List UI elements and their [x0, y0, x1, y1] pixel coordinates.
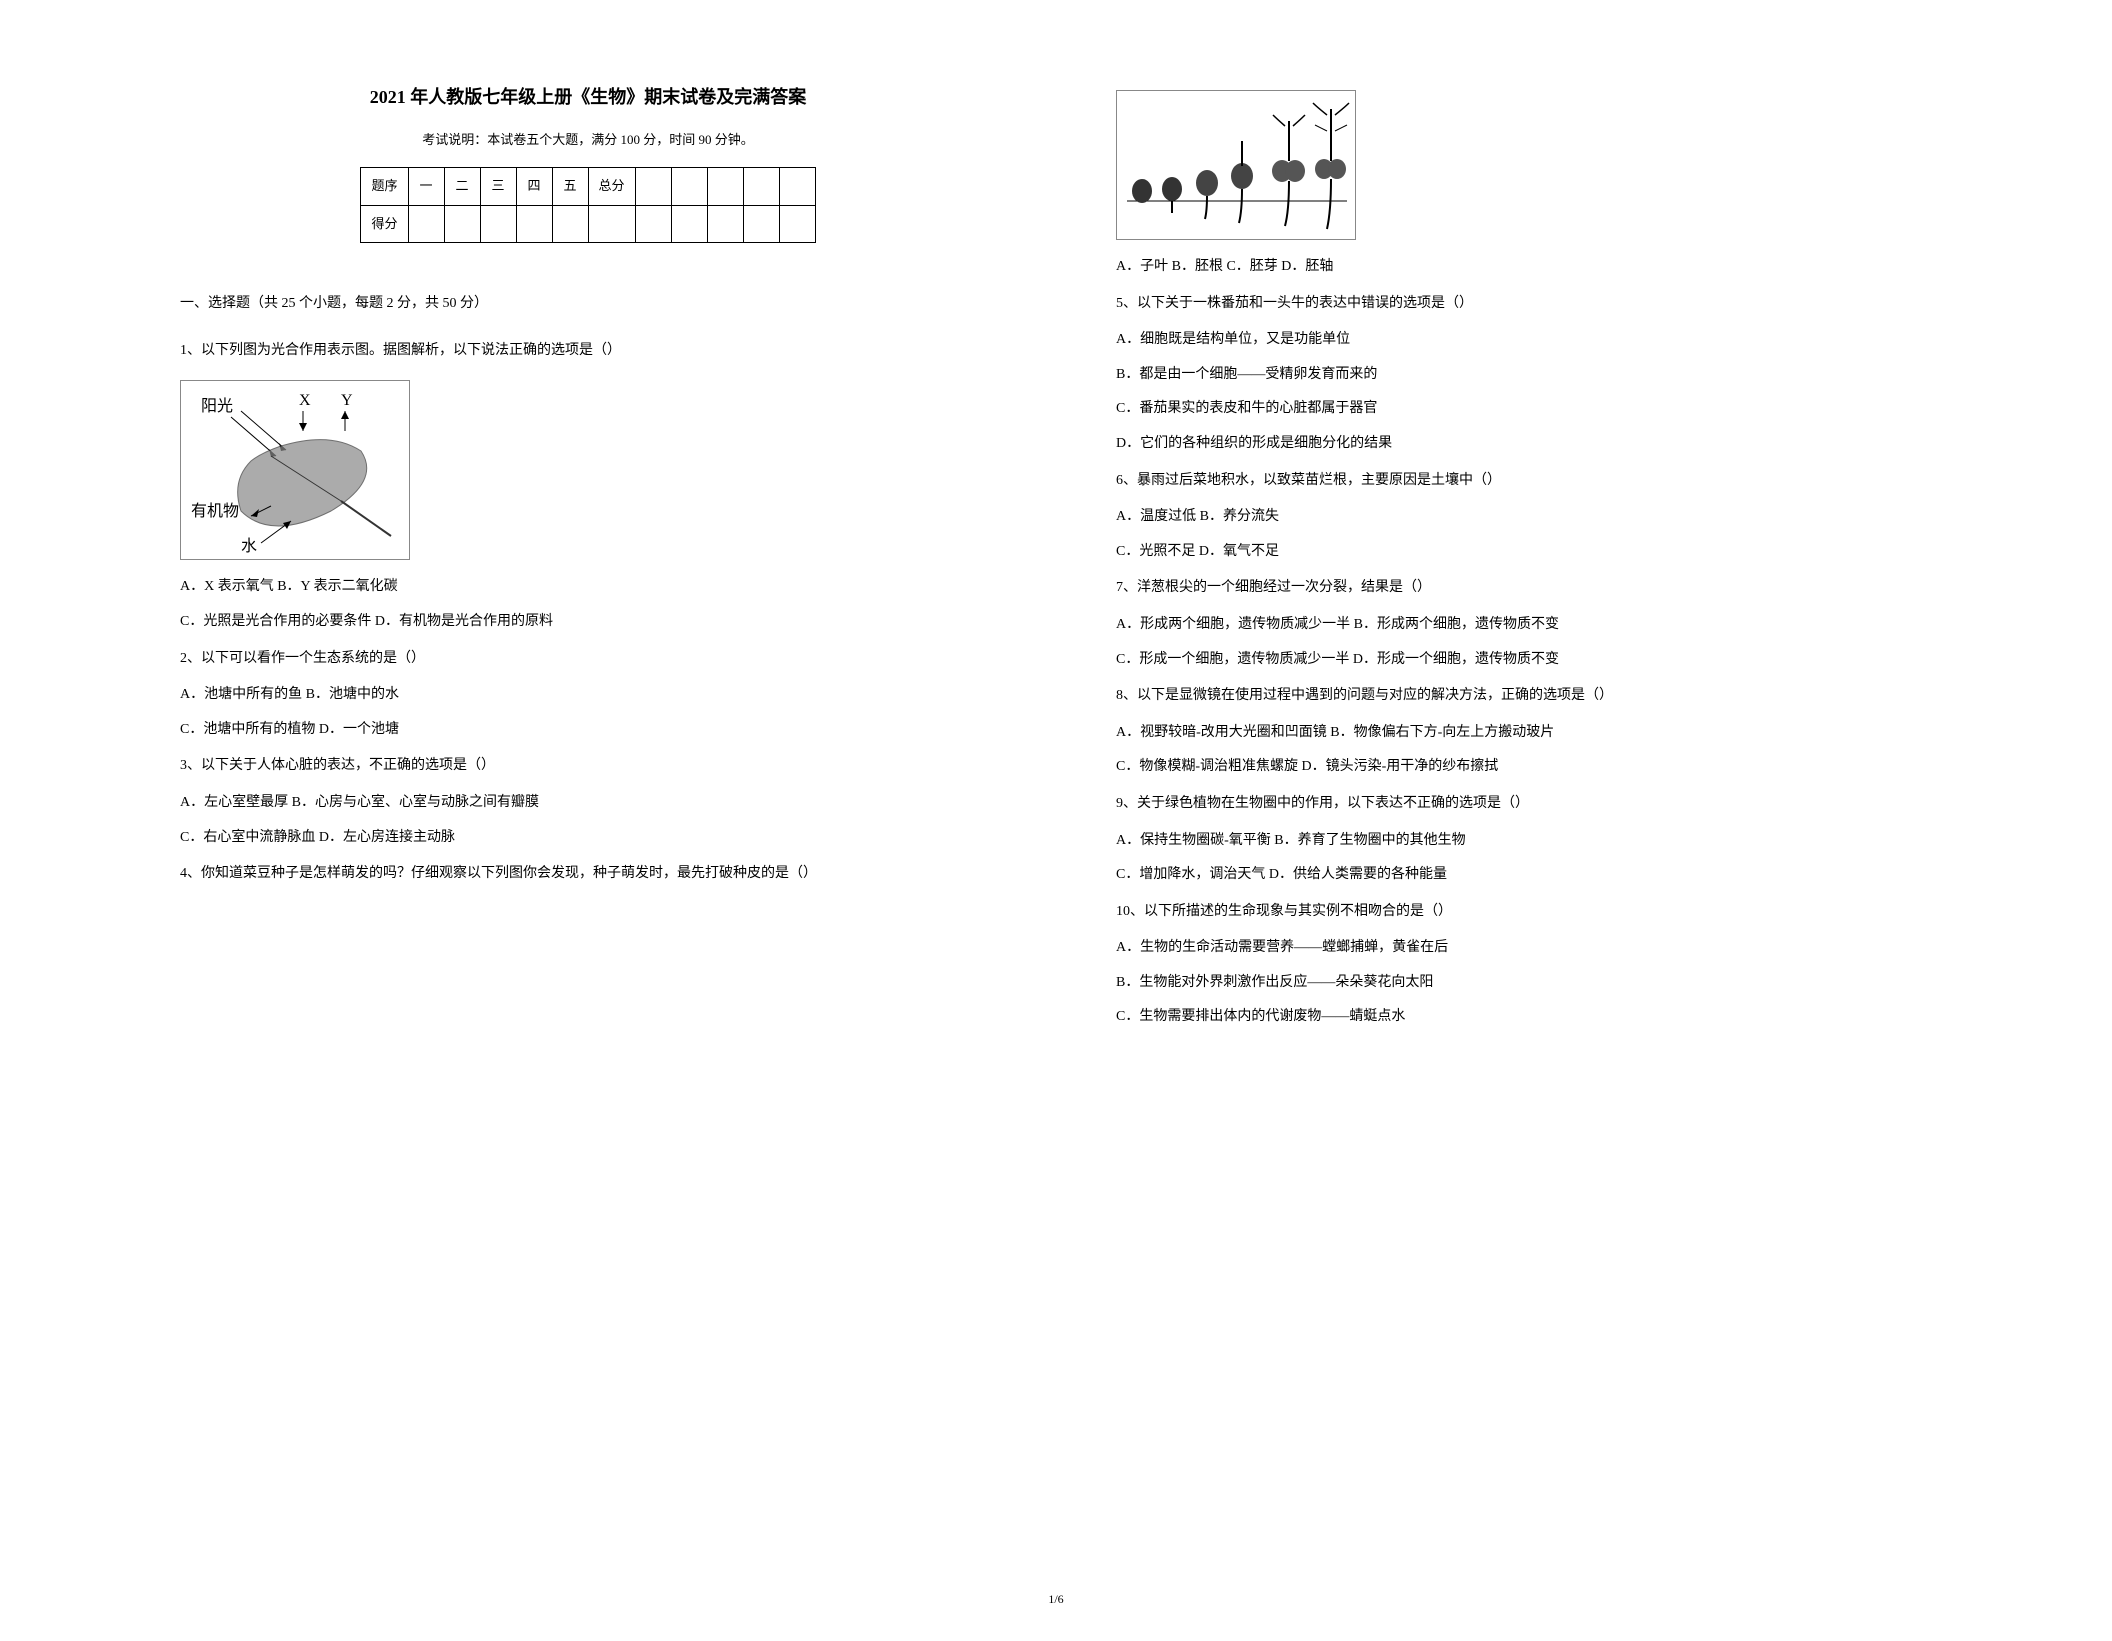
table-cell [516, 205, 552, 243]
option-text: B．都是由一个细胞——受精卵发育而来的 [1116, 362, 1932, 389]
option-text: A．保持生物圈碳‐氧平衡 B．养育了生物圈中的其他生物 [1116, 828, 1932, 855]
table-cell [707, 205, 743, 243]
table-cell [779, 205, 815, 243]
left-column: 2021 年人教版七年级上册《生物》期末试卷及完满答案 考试说明：本试卷五个大题… [180, 80, 996, 1601]
table-cell: 总分 [588, 167, 635, 205]
leaf-svg: 阳光 X Y 有机物 水 [181, 381, 411, 561]
table-cell [444, 205, 480, 243]
option-text: C．右心室中流静脉血 D．左心房连接主动脉 [180, 825, 996, 852]
option-text: C．光照不足 D．氧气不足 [1116, 539, 1932, 566]
exam-title: 2021 年人教版七年级上册《生物》期末试卷及完满答案 [180, 80, 996, 114]
option-text: A．生物的生命活动需要营养——螳螂捕蝉，黄雀在后 [1116, 935, 1932, 962]
right-column: A．子叶 B．胚根 C．胚芽 D．胚轴 5、以下关于一株番茄和一头牛的表达中错误… [1116, 80, 1932, 1601]
question-text: 3、以下关于人体心脏的表达，不正确的选项是（） [180, 753, 996, 780]
seed-germination-figure [1116, 90, 1932, 240]
question-text: 5、以下关于一株番茄和一头牛的表达中错误的选项是（） [1116, 291, 1932, 318]
table-cell: 五 [552, 167, 588, 205]
option-text: C．物像模糊-调治粗准焦螺旋 D．镜头污染-用干净的纱布擦拭 [1116, 754, 1932, 781]
question-text: 8、以下是显微镜在使用过程中遇到的问题与对应的解决方法，正确的选项是（） [1116, 683, 1932, 710]
table-cell [671, 167, 707, 205]
table-cell: 四 [516, 167, 552, 205]
option-text: D．它们的各种组织的形成是细胞分化的结果 [1116, 431, 1932, 458]
seed-diagram [1116, 90, 1356, 240]
table-row: 题序 一 二 三 四 五 总分 [361, 167, 815, 205]
option-text: C．番茄果实的表皮和牛的心脏都属于器官 [1116, 396, 1932, 423]
table-cell [635, 205, 671, 243]
question-text: 7、洋葱根尖的一个细胞经过一次分裂，结果是（） [1116, 575, 1932, 602]
question-text: 10、以下所描述的生命现象与其实例不相吻合的是（） [1116, 899, 1932, 926]
table-cell [743, 205, 779, 243]
table-cell [552, 205, 588, 243]
option-text: A．温度过低 B．养分流失 [1116, 504, 1932, 531]
water-label: 水 [241, 537, 257, 555]
question-text: 1、以下列图为光合作用表示图。据图解析，以下说法正确的选项是（） [180, 338, 996, 365]
option-text: C．光照是光合作用的必要条件 D．有机物是光合作用的原料 [180, 609, 996, 636]
y-label: Y [341, 392, 353, 409]
seed-svg [1117, 91, 1357, 241]
table-cell: 三 [480, 167, 516, 205]
option-text: A．左心室壁最厚 B．心房与心室、心室与动脉之间有瓣膜 [180, 790, 996, 817]
option-text: A．子叶 B．胚根 C．胚芽 D．胚轴 [1116, 254, 1932, 281]
option-text: A．X 表示氧气 B．Y 表示二氧化碳 [180, 574, 996, 601]
option-text: C．池塘中所有的植物 D．一个池塘 [180, 717, 996, 744]
option-text: A．池塘中所有的鱼 B．池塘中的水 [180, 682, 996, 709]
table-cell: 二 [444, 167, 480, 205]
table-cell [480, 205, 516, 243]
question-text: 4、你知道菜豆种子是怎样萌发的吗？仔细观察以下列图你会发现，种子萌发时，最先打破… [180, 861, 996, 888]
question-text: 2、以下可以看作一个生态系统的是（） [180, 646, 996, 673]
table-cell [779, 167, 815, 205]
option-text: B．生物能对外界刺激作出反应——朵朵葵花向太阳 [1116, 970, 1932, 997]
option-text: C．生物需要排出体内的代谢废物——蜻蜓点水 [1116, 1004, 1932, 1031]
option-text: A．视野较暗-改用大光圈和凹面镜 B．物像偏右下方-向左上方搬动玻片 [1116, 720, 1932, 747]
organic-label: 有机物 [191, 502, 239, 520]
table-cell [635, 167, 671, 205]
table-cell [671, 205, 707, 243]
page-number: 1/6 [1048, 1588, 1063, 1611]
leaf-diagram: 阳光 X Y 有机物 水 [180, 380, 410, 560]
sun-label: 阳光 [201, 397, 233, 415]
question-text: 9、关于绿色植物在生物圈中的作用，以下表达不正确的选项是（） [1116, 791, 1932, 818]
section-heading: 一、选择题（共 25 个小题，每题 2 分，共 50 分） [180, 291, 996, 318]
x-label: X [299, 392, 311, 409]
question-text: 6、暴雨过后菜地积水，以致菜苗烂根，主要原因是土壤中（） [1116, 468, 1932, 495]
option-text: A．细胞既是结构单位，又是功能单位 [1116, 327, 1932, 354]
table-cell [707, 167, 743, 205]
table-cell [408, 205, 444, 243]
table-cell: 题序 [361, 167, 408, 205]
table-cell: 得分 [361, 205, 408, 243]
table-cell [743, 167, 779, 205]
option-text: A．形成两个细胞，遗传物质减少一半 B．形成两个细胞，遗传物质不变 [1116, 612, 1932, 639]
table-row: 得分 [361, 205, 815, 243]
table-cell [588, 205, 635, 243]
score-table: 题序 一 二 三 四 五 总分 得分 [360, 167, 815, 243]
photosynthesis-figure: 阳光 X Y 有机物 水 [180, 380, 996, 560]
table-cell: 一 [408, 167, 444, 205]
option-text: C．形成一个细胞，遗传物质减少一半 D．形成一个细胞，遗传物质不变 [1116, 647, 1932, 674]
exam-subtitle: 考试说明：本试卷五个大题，满分 100 分，时间 90 分钟。 [180, 128, 996, 153]
option-text: C．增加降水，调治天气 D．供给人类需要的各种能量 [1116, 862, 1932, 889]
